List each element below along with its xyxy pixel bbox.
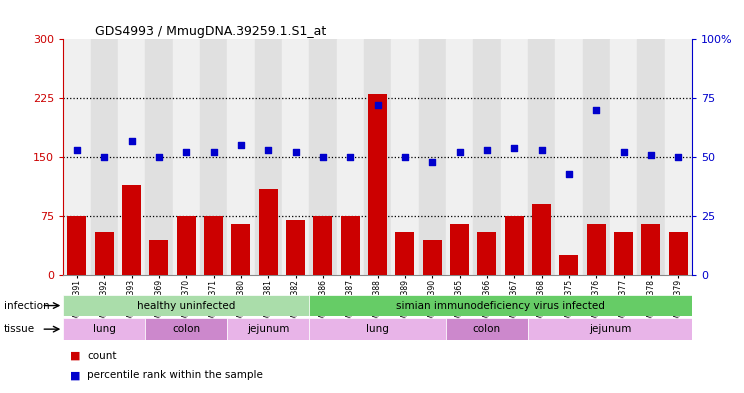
Bar [122, 185, 141, 275]
Text: lung: lung [366, 324, 389, 334]
Bar [204, 216, 223, 275]
Bar [528, 39, 555, 275]
Bar [313, 216, 333, 275]
Bar [68, 216, 86, 275]
Bar [227, 39, 254, 275]
Bar [450, 224, 469, 275]
Point [289, 149, 301, 156]
Point [263, 147, 275, 153]
Point [454, 149, 466, 156]
Bar [532, 204, 551, 275]
Text: lung: lung [93, 324, 115, 334]
Point [344, 154, 356, 160]
Bar [614, 232, 633, 275]
Point [399, 154, 411, 160]
Bar [419, 39, 446, 275]
Point [317, 154, 329, 160]
Point [426, 159, 438, 165]
Bar [423, 240, 442, 275]
Bar [583, 39, 610, 275]
Bar [173, 39, 200, 275]
Point [153, 154, 165, 160]
Bar [555, 39, 583, 275]
Text: jejunum: jejunum [589, 324, 631, 334]
Text: colon: colon [473, 324, 501, 334]
Point [98, 154, 110, 160]
Point [372, 102, 384, 108]
Point [590, 107, 602, 113]
Bar [501, 39, 528, 275]
Point [126, 138, 138, 144]
Point [536, 147, 548, 153]
Bar [478, 232, 496, 275]
Bar [364, 39, 391, 275]
Bar [310, 39, 336, 275]
Bar [638, 39, 664, 275]
Bar [446, 39, 473, 275]
Bar [63, 295, 310, 316]
Bar [446, 318, 528, 340]
Point [673, 154, 684, 160]
Bar [368, 94, 387, 275]
Text: colon: colon [172, 324, 200, 334]
Text: percentile rank within the sample: percentile rank within the sample [87, 370, 263, 380]
Bar [63, 39, 91, 275]
Point [208, 149, 219, 156]
Text: count: count [87, 351, 117, 361]
Bar [176, 216, 196, 275]
Bar [664, 39, 692, 275]
Point [180, 149, 192, 156]
Point [563, 171, 575, 177]
Bar [395, 232, 414, 275]
Text: simian immunodeficiency virus infected: simian immunodeficiency virus infected [396, 301, 605, 310]
Bar [473, 39, 501, 275]
Bar [336, 39, 364, 275]
Bar [91, 39, 118, 275]
Bar [391, 39, 419, 275]
Text: GDS4993 / MmugDNA.39259.1.S1_at: GDS4993 / MmugDNA.39259.1.S1_at [94, 25, 326, 38]
Bar [145, 318, 227, 340]
Bar [286, 220, 305, 275]
Bar [341, 216, 360, 275]
Point [508, 145, 520, 151]
Bar [504, 216, 524, 275]
Bar [669, 232, 687, 275]
Bar [587, 224, 606, 275]
Point [71, 147, 83, 153]
Bar [610, 39, 638, 275]
Bar [63, 318, 145, 340]
Bar [118, 39, 145, 275]
Bar [259, 189, 278, 275]
Point [481, 147, 493, 153]
Text: healthy uninfected: healthy uninfected [137, 301, 235, 310]
Bar [227, 318, 310, 340]
Text: tissue: tissue [4, 324, 35, 334]
Bar [310, 318, 446, 340]
Bar [282, 39, 310, 275]
Bar [145, 39, 173, 275]
Bar [94, 232, 114, 275]
Point [645, 152, 657, 158]
Point [235, 142, 247, 149]
Bar [641, 224, 661, 275]
Bar [559, 255, 579, 275]
Point [618, 149, 629, 156]
Bar [254, 39, 282, 275]
Bar [231, 224, 251, 275]
Bar [528, 318, 692, 340]
Bar [200, 39, 227, 275]
Bar [150, 240, 168, 275]
Text: ■: ■ [69, 351, 80, 361]
Text: jejunum: jejunum [247, 324, 289, 334]
Text: ■: ■ [69, 370, 80, 380]
Text: infection: infection [4, 301, 49, 310]
Bar [310, 295, 692, 316]
